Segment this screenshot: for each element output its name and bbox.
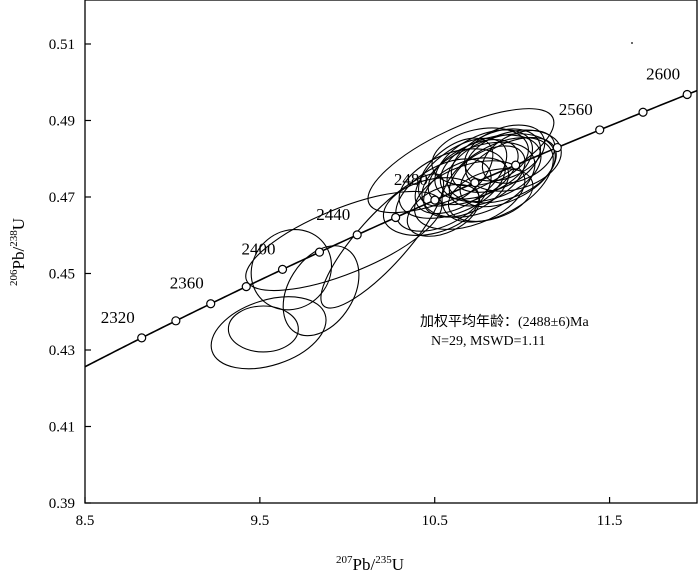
error-ellipse [418, 137, 494, 207]
concordia-age-marker [470, 178, 480, 188]
concordia-age-marker [595, 125, 605, 135]
concordia-age-marker [314, 247, 325, 257]
concordia-age-marker [682, 89, 692, 100]
y-axis-label: 206Pb/238U [8, 218, 28, 286]
x-tick-label: 11.5 [597, 513, 623, 529]
x-tick-label: 9.5 [250, 513, 269, 529]
concordia-age-marker [430, 195, 440, 205]
error-ellipse [227, 305, 299, 353]
concordia-age-marker [552, 142, 562, 153]
mswd-annotation: N=29, MSWD=1.11 [431, 334, 545, 349]
concordia-age-labels: 2320 2360 2400 2440 2480 2560 2600 [101, 65, 680, 327]
x-tick-label: 8.5 [76, 513, 95, 529]
error-ellipse [250, 228, 333, 311]
concordia-age-marker [241, 282, 251, 292]
concordia-age-label: 2480 [394, 170, 428, 189]
plot-frame [84, 0, 698, 504]
error-ellipse [448, 145, 526, 207]
error-ellipse [210, 296, 327, 370]
axes: 8.5 9.5 10.5 11.5 0.39 0.41 0.43 0.45 0.47 0.49 0.… [49, 37, 623, 529]
error-ellipse [464, 124, 546, 182]
concordia-age-label: 2600 [646, 65, 680, 84]
y-tick-label: 0.45 [49, 266, 75, 282]
y-tick-label: 0.47 [49, 190, 76, 206]
concordia-age-marker [277, 264, 288, 275]
error-ellipse [441, 136, 554, 223]
concordia-age-label: 2360 [170, 274, 204, 293]
y-tick-label: 0.39 [49, 496, 75, 512]
stray-dot [631, 42, 633, 44]
y-tick-label: 0.49 [49, 113, 75, 129]
concordia-age-marker [391, 212, 401, 223]
weighted-mean-age-annotation: 加权平均年龄：(2488±6)Ma [420, 314, 589, 330]
y-tick-label: 0.41 [49, 419, 75, 435]
error-ellipse [320, 173, 445, 309]
concordia-age-label: 2440 [316, 205, 350, 224]
error-ellipse [245, 190, 443, 292]
error-ellipse [282, 245, 360, 337]
concordia-age-marker [171, 316, 181, 326]
concordia-age-marker [638, 107, 648, 117]
concordia-age-marker [137, 333, 147, 343]
error-ellipse [406, 183, 481, 237]
concordia-age-marker [352, 230, 362, 240]
concordia-age-label: 2560 [559, 100, 593, 119]
x-axis-label: 207Pb/235U [336, 554, 404, 574]
concordia-age-marker [206, 299, 216, 309]
error-ellipse [367, 108, 555, 214]
concordia-age-marker [511, 160, 521, 170]
concordia-age-label: 2400 [242, 239, 276, 258]
y-tick-label: 0.51 [49, 37, 75, 53]
concordia-age-label: 2320 [101, 308, 135, 327]
y-tick-label: 0.43 [49, 343, 75, 359]
concordia-curve [85, 89, 697, 368]
x-tick-label: 10.5 [422, 513, 448, 529]
error-ellipse [481, 129, 556, 184]
concordia-line [85, 89, 697, 368]
error-ellipse [431, 127, 529, 187]
